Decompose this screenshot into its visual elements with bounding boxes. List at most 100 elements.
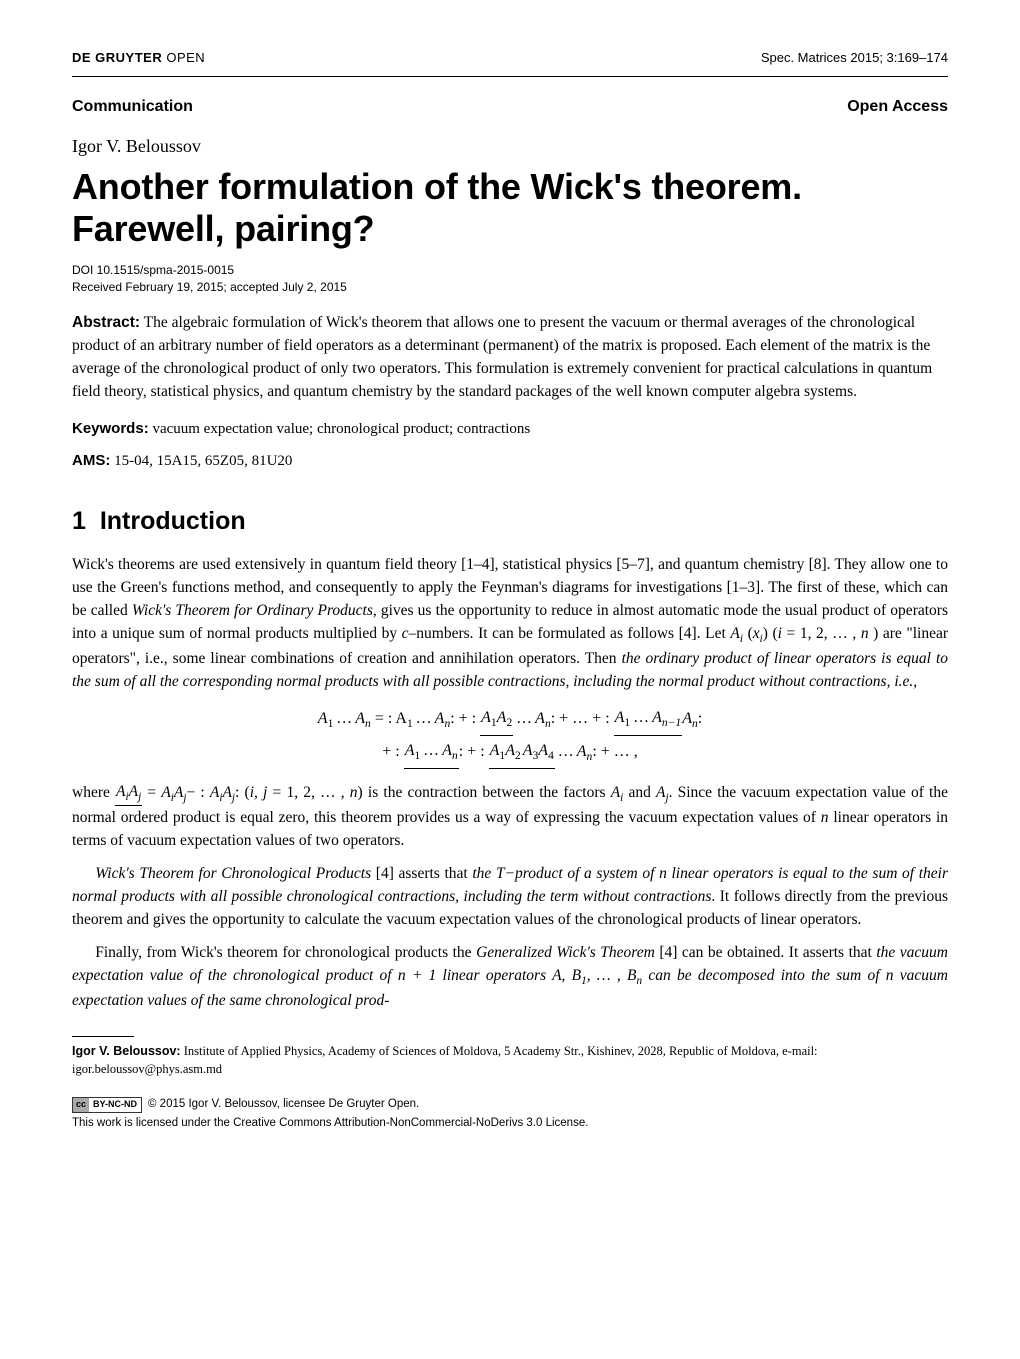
affiliation-label: Igor V. Beloussov: xyxy=(72,1044,181,1058)
p1-text-g: ( xyxy=(743,625,753,642)
eq-contraction: A1 … An xyxy=(404,736,459,769)
equation-display: A1 … An = : A1 … An: + : A1A2 … An: + … … xyxy=(72,704,948,770)
eq-contraction: A1A2 xyxy=(480,703,513,736)
eq-t: … A xyxy=(420,742,452,759)
p4-e: , … , B xyxy=(587,967,637,984)
p2-g: − : xyxy=(186,784,209,801)
eq-sub: 2 xyxy=(515,750,521,762)
equation-line-2: + : A1 … An: + : A1A2A3A4 … An: + … , xyxy=(72,737,948,770)
abstract-label: Abstract: xyxy=(72,314,140,331)
p2-n: ) is the contraction between the factors xyxy=(358,784,611,801)
section-number: 1 xyxy=(72,507,86,535)
p2-A: A xyxy=(210,784,219,801)
eq-A: A xyxy=(682,710,692,727)
page-header: DE GRUYTER OPEN Spec. Matrices 2015; 3:1… xyxy=(72,48,948,68)
p1-text-e: –numbers. It can be formulated as follow… xyxy=(409,625,731,642)
eq-contraction: A3A4 xyxy=(522,736,555,769)
author-name: Igor V. Beloussov xyxy=(72,133,948,160)
p1-ital-f: A xyxy=(730,625,739,642)
p4-b: Generalized Wick's Theorem xyxy=(476,944,655,961)
license-text-2: This work is licensed under the Creative… xyxy=(72,1115,948,1132)
p2-d: = xyxy=(142,784,161,801)
p2-a: where xyxy=(72,784,115,801)
publisher-bold: DE GRUYTER xyxy=(72,50,162,65)
p2-sub: j xyxy=(138,791,141,803)
eq-t: : xyxy=(698,710,702,727)
eq-t: : + : xyxy=(450,710,480,727)
cc-badge-left: cc xyxy=(73,1098,89,1112)
p1-ital-d: c xyxy=(402,625,409,642)
p3-b: [4] asserts that xyxy=(371,865,472,882)
p3-a: Wick's Theorem for Chronological Product… xyxy=(95,865,371,882)
p2-j: : ( xyxy=(235,784,250,801)
p2-s: n xyxy=(821,809,829,826)
eq-contraction: A1 … An−1 xyxy=(614,703,683,736)
eq-t: … A xyxy=(555,743,587,760)
eq-t: = : A xyxy=(371,710,407,727)
p4-c: [4] can be obtained. It asserts that xyxy=(655,944,877,961)
paragraph-2: where AiAj = AiAj− : AiAj: (i, j = 1, 2,… xyxy=(72,782,948,853)
eq-t: + : xyxy=(382,743,403,760)
section-title: Introduction xyxy=(100,507,246,535)
eq-A: A xyxy=(538,742,548,759)
eq-A: A xyxy=(523,742,533,759)
p2-k: i, j xyxy=(250,784,268,801)
journal-ref: Spec. Matrices 2015; 3:169–174 xyxy=(761,48,948,68)
publisher: DE GRUYTER OPEN xyxy=(72,48,205,68)
eq-A: A xyxy=(481,709,491,726)
keywords: Keywords: vacuum expectation value; chro… xyxy=(72,418,948,441)
p2-contraction: AiAj xyxy=(115,781,142,807)
eq-A: A xyxy=(505,742,515,759)
eq-A: A xyxy=(497,709,507,726)
doi-block: DOI 10.1515/spma-2015-0015 Received Febr… xyxy=(72,262,948,296)
p2-A: A xyxy=(161,784,170,801)
eq-A: A xyxy=(405,742,415,759)
eq-t: … A xyxy=(513,710,545,727)
abstract-text: The algebraic formulation of Wick's theo… xyxy=(72,314,932,400)
paragraph-1: Wick's theorems are used extensively in … xyxy=(72,554,948,693)
header-rule xyxy=(72,76,948,77)
eq-sub: n xyxy=(452,750,458,762)
ams-label: AMS: xyxy=(72,452,110,469)
eq-t: : + … + : xyxy=(551,710,614,727)
paragraph-4: Finally, from Wick's theorem for chronol… xyxy=(72,942,948,1012)
p1-ital-h: x xyxy=(753,625,760,642)
equation-line-1: A1 … An = : A1 … An: + : A1A2 … An: + … … xyxy=(72,704,948,737)
p2-p: and xyxy=(623,784,656,801)
p1-text-k: = 1, 2, … , xyxy=(782,625,861,642)
p2-A: A xyxy=(116,783,125,800)
received-accepted: Received February 19, 2015; accepted Jul… xyxy=(72,279,948,296)
cc-badge-right: BY-NC-ND xyxy=(89,1098,141,1112)
eq-t: … A xyxy=(413,710,445,727)
keywords-label: Keywords: xyxy=(72,420,149,437)
article-type-row: Communication Open Access xyxy=(72,95,948,119)
ams: AMS: 15-04, 15A15, 65Z05, 81U20 xyxy=(72,450,948,473)
article-title: Another formulation of the Wick's theore… xyxy=(72,166,948,251)
ams-text: 15-04, 15A15, 65Z05, 81U20 xyxy=(110,453,292,469)
eq-sub: 2 xyxy=(506,717,512,729)
p2-m: n xyxy=(350,784,358,801)
p2-A: A xyxy=(611,784,620,801)
keywords-text: vacuum expectation value; chronological … xyxy=(149,421,531,437)
footnote-rule xyxy=(72,1036,134,1037)
p2-A: A xyxy=(174,784,183,801)
abstract: Abstract: The algebraic formulation of W… xyxy=(72,312,948,404)
eq-sub: 4 xyxy=(548,750,554,762)
p1-text-i: ) ( xyxy=(763,625,778,642)
article-type: Communication xyxy=(72,95,193,119)
license-text-1: © 2015 Igor V. Beloussov, licensee De Gr… xyxy=(148,1096,419,1113)
p2-l: = 1, 2, … , xyxy=(267,784,349,801)
cc-badge-icon: cc BY-NC-ND xyxy=(72,1097,142,1113)
eq-contraction: A1A2 xyxy=(489,736,522,769)
eq-t: … A xyxy=(333,710,365,727)
p2-A: A xyxy=(222,784,231,801)
paragraph-3: Wick's Theorem for Chronological Product… xyxy=(72,863,948,932)
eq-t: … A xyxy=(630,709,662,726)
open-access-label: Open Access xyxy=(847,95,948,119)
eq-t: : + : xyxy=(459,743,489,760)
section-heading: 1 Introduction xyxy=(72,503,948,541)
eq-A: A xyxy=(615,709,625,726)
publisher-open: OPEN xyxy=(162,50,205,65)
affiliation-footnote: Igor V. Beloussov: Institute of Applied … xyxy=(72,1043,948,1078)
p2-A: A xyxy=(129,783,138,800)
